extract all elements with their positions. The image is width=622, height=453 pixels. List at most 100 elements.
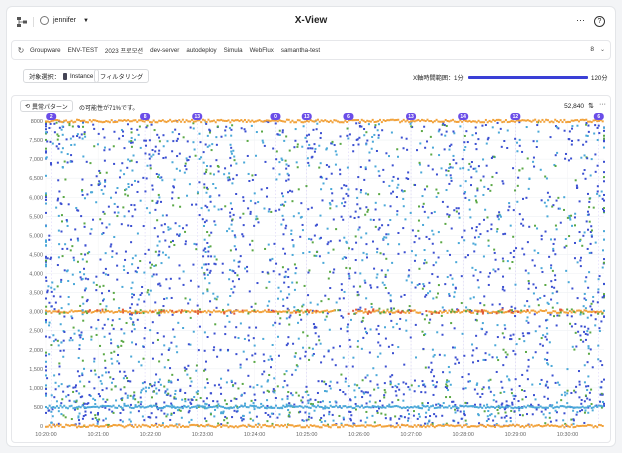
scatter-point (453, 132, 456, 135)
scatter-point (510, 309, 513, 312)
scatter-point (540, 378, 543, 381)
scatter-point (262, 337, 265, 340)
tab-project[interactable]: Groupware (30, 46, 61, 54)
scatter-point (123, 332, 126, 335)
scatter-point (468, 162, 471, 165)
band-point (444, 309, 447, 312)
tab-project[interactable]: Simula (223, 46, 243, 54)
scatter-point (107, 371, 110, 374)
scatter-point (452, 400, 455, 403)
scatter-point (531, 413, 534, 416)
more-menu-icon[interactable]: ··· (576, 15, 585, 25)
scatter-point (85, 300, 88, 303)
tab-project[interactable]: dev-server (150, 46, 180, 54)
band-point (180, 406, 183, 409)
user-name: jennifer (53, 17, 76, 24)
tab-project[interactable]: 2023 프로모션 (104, 47, 144, 55)
panel-more-icon[interactable]: ··· (599, 101, 606, 108)
scatter-point (255, 326, 258, 329)
refresh-icon[interactable]: ↻ (17, 45, 25, 55)
scatter-point (451, 308, 454, 311)
scatter-point (354, 408, 357, 411)
scatter-point (223, 173, 226, 176)
pattern-badge[interactable]: ⟲ 異常パターン (20, 100, 73, 112)
scatter-point (189, 401, 192, 404)
sort-icon[interactable]: ⇅ (588, 103, 594, 110)
scatter-point (293, 146, 296, 149)
scatter-point (293, 288, 296, 291)
scatter-point (90, 338, 93, 341)
scatter-point (343, 236, 346, 239)
scatter-point (315, 343, 318, 346)
scatter-point (391, 401, 394, 404)
hierarchy-icon[interactable] (17, 17, 27, 27)
scatter-point (249, 212, 252, 215)
scatter-point (51, 408, 54, 411)
scatter-point (186, 159, 189, 162)
scatter-point (592, 295, 595, 298)
filter-button[interactable]: フィルタリング (94, 69, 150, 83)
scatter-point (477, 359, 480, 362)
band-point (45, 405, 47, 408)
scatter-point (130, 127, 133, 130)
band-point (395, 310, 398, 313)
scatter-point (70, 315, 73, 318)
scatter-point (429, 414, 432, 417)
band-point (431, 425, 434, 428)
tab-project[interactable]: samantha-test (280, 46, 321, 54)
scatter-point (430, 371, 433, 374)
help-icon[interactable]: ? (594, 16, 605, 27)
scatter-point (549, 313, 552, 316)
scatter-point (45, 365, 47, 368)
band-point (397, 118, 400, 121)
tab-project[interactable]: autodeploy (186, 46, 217, 54)
scatter-point (581, 244, 584, 247)
scatter-point (475, 347, 478, 350)
scatter-point (96, 143, 99, 146)
scatter-point (223, 312, 226, 315)
scatter-point (521, 398, 524, 401)
scatter-point (218, 383, 221, 386)
scatter-point (321, 199, 324, 202)
scatter-point (509, 251, 512, 254)
scatter-point (478, 422, 481, 425)
scatter-point (342, 297, 345, 300)
tab-project[interactable]: ENV-TEST (67, 46, 98, 54)
scatter-point (331, 192, 334, 195)
target-select-button[interactable]: 対象選択： Instance (23, 69, 100, 83)
scatter-point (510, 392, 513, 395)
band-point (112, 121, 115, 124)
band-point (523, 426, 526, 429)
scatter-point (485, 419, 488, 422)
scatter-point (392, 190, 395, 193)
scatter-point (571, 224, 574, 227)
scatter-point (377, 170, 380, 173)
scatter-point (176, 351, 179, 354)
scatter-point (133, 328, 136, 331)
tab-project[interactable]: WebFlux (249, 46, 274, 54)
scatter-point (268, 280, 271, 283)
scatter-point (382, 237, 385, 240)
band-point (258, 119, 261, 122)
scatter-point (96, 309, 99, 312)
band-point (96, 425, 99, 428)
band-point (499, 425, 502, 428)
band-point (583, 309, 586, 312)
user-selector[interactable]: jennifer ▼ (40, 16, 89, 25)
scatter-point (131, 293, 134, 296)
scatter-point (317, 401, 320, 404)
scatter-point (172, 186, 175, 189)
scatter-chart[interactable]: 05001,0001,5002,0002,5003,0003,5004,0004… (12, 96, 612, 444)
scatter-point (146, 124, 149, 127)
scatter-point (285, 344, 288, 347)
scatter-point (508, 267, 511, 270)
scatter-point (421, 330, 424, 333)
time-range-slider[interactable] (468, 75, 588, 79)
band-point (216, 119, 219, 122)
scatter-point (366, 210, 369, 213)
band-point (169, 309, 172, 312)
scatter-point (532, 160, 535, 163)
chevron-down-icon[interactable]: ⌄ (599, 47, 605, 53)
scatter-point (320, 421, 323, 424)
scatter-point (281, 131, 284, 134)
